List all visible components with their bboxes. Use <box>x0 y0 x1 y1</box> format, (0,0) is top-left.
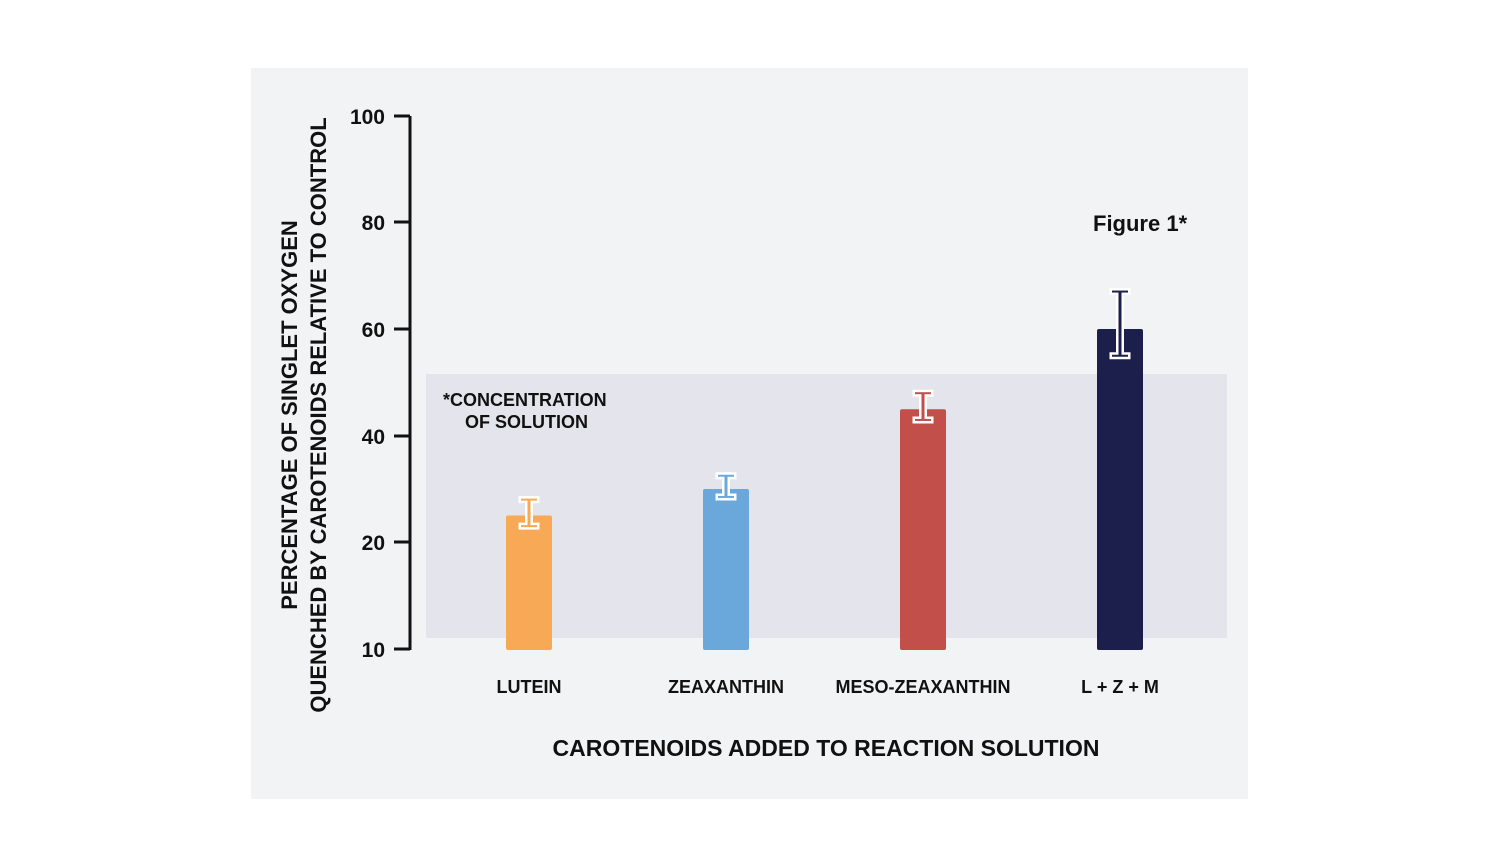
x-tick-label: MESO-ZEAXANTHIN <box>836 677 1011 697</box>
y-tick-label: 100 <box>350 106 385 129</box>
bars-group <box>506 288 1143 650</box>
x-tick-labels-group: LUTEIN ZEAXANTHIN MESO-ZEAXANTHIN L + Z + M <box>497 677 1159 697</box>
y-tick-label: 20 <box>362 532 385 555</box>
bar <box>506 515 552 650</box>
y-ticks-group: 10 20 40 60 80 100 <box>350 106 410 662</box>
bar <box>900 409 946 650</box>
x-tick-label: L + Z + M <box>1081 677 1159 697</box>
bar <box>703 489 749 650</box>
y-tick-label: 60 <box>362 319 385 342</box>
concentration-band <box>426 374 1227 638</box>
bar <box>1097 329 1143 650</box>
y-tick-label: 80 <box>362 212 385 235</box>
bar-chart: 10 20 40 60 80 100 LUTEIN ZEAXANTHIN MESO-ZEAXA… <box>251 68 1248 799</box>
y-tick-label: 10 <box>362 639 385 662</box>
y-axis-label-line-2: QUENCHED BY CAROTENOIDS RELATIVE TO CONT… <box>306 117 331 712</box>
figure-panel: 10 20 40 60 80 100 LUTEIN ZEAXANTHIN MESO-ZEAXA… <box>251 68 1248 799</box>
x-tick-label: LUTEIN <box>497 677 562 697</box>
x-tick-label: ZEAXANTHIN <box>668 677 784 697</box>
y-tick-label: 40 <box>362 426 385 449</box>
y-axis-label-line-1: PERCENTAGE OF SINGLET OXYGEN <box>277 220 302 610</box>
chart-title: Figure 1* <box>1093 211 1188 236</box>
annotation-line-1: *CONCENTRATION <box>443 390 607 410</box>
x-axis-label: CAROTENOIDS ADDED TO REACTION SOLUTION <box>553 735 1100 761</box>
annotation-line-2: OF SOLUTION <box>465 412 588 432</box>
